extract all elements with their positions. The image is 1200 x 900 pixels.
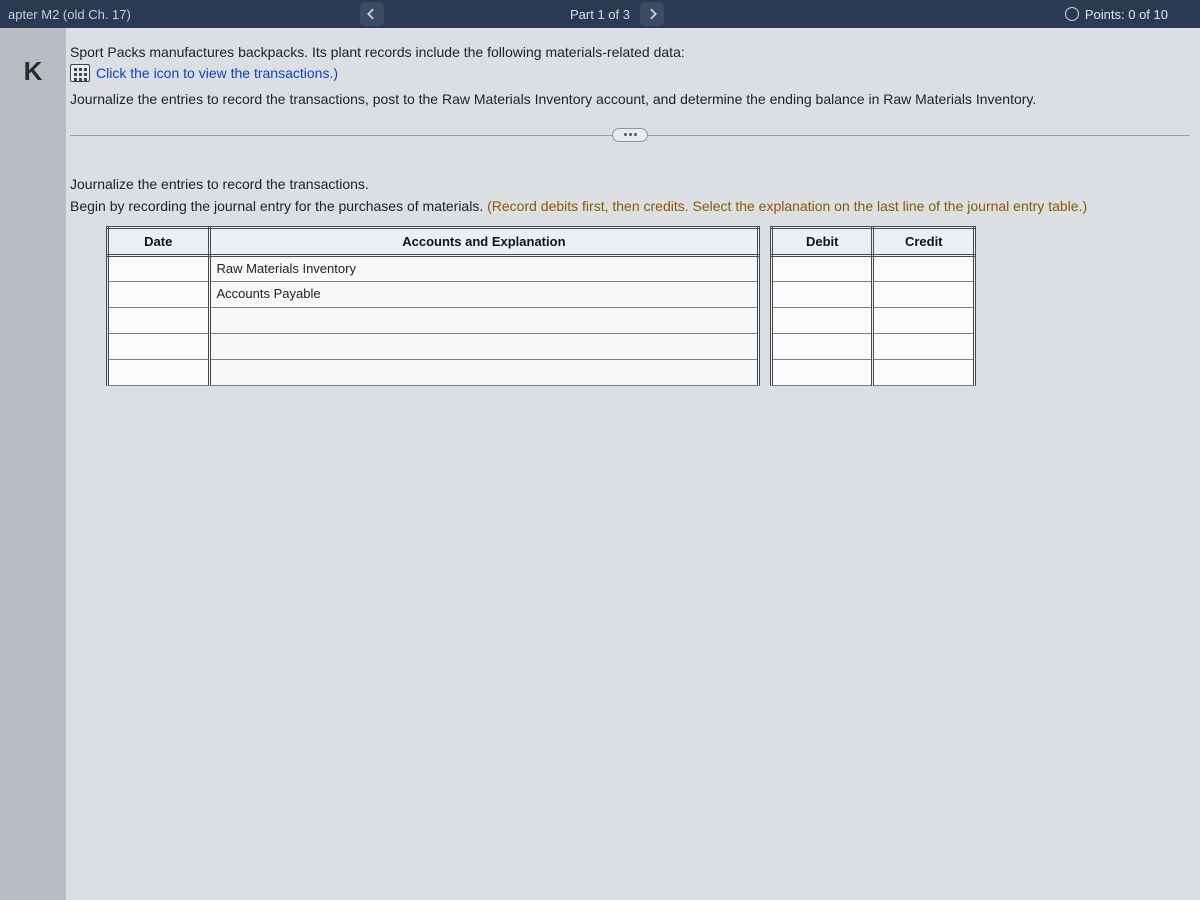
problem-instruction: Journalize the entries to record the tra… [70, 90, 1190, 110]
cell-account[interactable]: Raw Materials Inventory [209, 255, 759, 281]
credit-input[interactable] [874, 282, 973, 307]
table-row: Raw Materials Inventory [108, 255, 975, 281]
cell-account[interactable] [209, 359, 759, 385]
cell-gap [759, 255, 772, 281]
cell-debit[interactable] [771, 359, 873, 385]
cell-debit[interactable] [771, 255, 873, 281]
chevron-left-icon [366, 8, 378, 20]
credit-input[interactable] [874, 257, 973, 281]
debit-input[interactable] [773, 360, 872, 385]
account-dropdown[interactable] [211, 360, 758, 385]
cell-debit[interactable] [771, 333, 873, 359]
expand-button[interactable] [612, 128, 648, 142]
date-input[interactable] [109, 360, 208, 385]
points-label: Points: 0 of 10 [1085, 7, 1168, 22]
cell-account[interactable]: Accounts Payable [209, 281, 759, 307]
prev-part-button[interactable] [360, 2, 384, 26]
table-row [108, 333, 975, 359]
header-date: Date [108, 227, 210, 255]
account-dropdown[interactable]: Accounts Payable [211, 282, 758, 307]
date-input[interactable] [109, 334, 208, 359]
cell-date[interactable] [108, 333, 210, 359]
table-header-row: Date Accounts and Explanation Debit Cred… [108, 227, 975, 255]
section-divider [70, 128, 1190, 142]
chevron-right-icon [646, 8, 658, 20]
next-part-button[interactable] [640, 2, 664, 26]
date-input[interactable] [109, 282, 208, 307]
cell-account[interactable] [209, 307, 759, 333]
credit-input[interactable] [874, 308, 973, 333]
question-content: Sport Packs manufactures backpacks. Its … [66, 28, 1200, 900]
journal-entry-table: Date Accounts and Explanation Debit Cred… [106, 226, 976, 386]
chapter-label: apter M2 (old Ch. 17) [8, 7, 131, 22]
table-row [108, 307, 975, 333]
table-row: Accounts Payable [108, 281, 975, 307]
cell-gap [759, 359, 772, 385]
section-heading: Journalize the entries to record the tra… [70, 176, 1190, 192]
points-icon [1065, 7, 1079, 21]
cell-gap [759, 281, 772, 307]
part-indicator: Part 1 of 3 [570, 7, 630, 22]
cell-gap [759, 333, 772, 359]
cell-date[interactable] [108, 255, 210, 281]
header-accounts: Accounts and Explanation [209, 227, 759, 255]
date-input[interactable] [109, 257, 208, 281]
account-dropdown[interactable] [211, 334, 758, 359]
credit-input[interactable] [874, 334, 973, 359]
cell-account[interactable] [209, 333, 759, 359]
cell-gap [759, 307, 772, 333]
header-gap [759, 227, 772, 255]
cell-debit[interactable] [771, 281, 873, 307]
left-gutter: K [0, 28, 66, 900]
cell-credit[interactable] [873, 307, 975, 333]
problem-intro: Sport Packs manufactures backpacks. Its … [70, 44, 1190, 60]
cell-debit[interactable] [771, 307, 873, 333]
cell-credit[interactable] [873, 281, 975, 307]
cell-date[interactable] [108, 281, 210, 307]
top-bar: apter M2 (old Ch. 17) Part 1 of 3 Points… [0, 0, 1200, 28]
header-debit: Debit [771, 227, 873, 255]
transactions-icon[interactable] [70, 64, 90, 82]
debit-input[interactable] [773, 334, 872, 359]
hint-paren: (Record debits first, then credits. Sele… [487, 198, 1087, 214]
back-button[interactable]: K [24, 56, 43, 87]
cell-credit[interactable] [873, 255, 975, 281]
cell-date[interactable] [108, 307, 210, 333]
date-input[interactable] [109, 308, 208, 333]
cell-credit[interactable] [873, 359, 975, 385]
credit-input[interactable] [874, 360, 973, 385]
debit-input[interactable] [773, 257, 872, 281]
account-dropdown[interactable] [211, 308, 758, 333]
debit-input[interactable] [773, 308, 872, 333]
table-row [108, 359, 975, 385]
points-display: Points: 0 of 10 [1065, 7, 1192, 22]
view-transactions-link[interactable]: Click the icon to view the transactions.… [96, 65, 338, 81]
section-hint: Begin by recording the journal entry for… [70, 198, 1190, 214]
debit-input[interactable] [773, 282, 872, 307]
header-credit: Credit [873, 227, 975, 255]
cell-credit[interactable] [873, 333, 975, 359]
account-dropdown[interactable]: Raw Materials Inventory [211, 257, 758, 281]
hint-lead: Begin by recording the journal entry for… [70, 198, 487, 214]
cell-date[interactable] [108, 359, 210, 385]
